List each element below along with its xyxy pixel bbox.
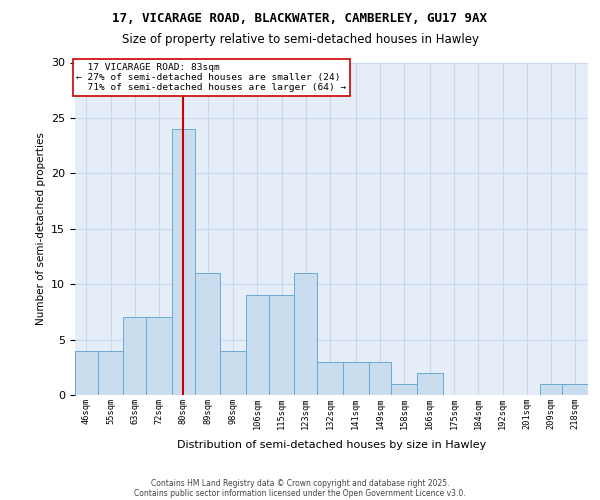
Bar <box>317 362 343 395</box>
Text: 17, VICARAGE ROAD, BLACKWATER, CAMBERLEY, GU17 9AX: 17, VICARAGE ROAD, BLACKWATER, CAMBERLEY… <box>113 12 487 26</box>
Bar <box>172 129 194 395</box>
X-axis label: Distribution of semi-detached houses by size in Hawley: Distribution of semi-detached houses by … <box>177 440 486 450</box>
Bar <box>539 384 562 395</box>
Text: Size of property relative to semi-detached houses in Hawley: Size of property relative to semi-detach… <box>121 32 479 46</box>
Bar <box>194 273 220 395</box>
Bar <box>562 384 588 395</box>
Text: Contains HM Land Registry data © Crown copyright and database right 2025.: Contains HM Land Registry data © Crown c… <box>151 478 449 488</box>
Bar <box>124 318 146 395</box>
Y-axis label: Number of semi-detached properties: Number of semi-detached properties <box>35 132 46 325</box>
Text: Contains public sector information licensed under the Open Government Licence v3: Contains public sector information licen… <box>134 488 466 498</box>
Bar <box>75 350 98 395</box>
Bar <box>343 362 368 395</box>
Bar <box>295 273 317 395</box>
Bar <box>368 362 391 395</box>
Bar <box>417 373 443 395</box>
Bar <box>146 318 172 395</box>
Bar <box>98 350 124 395</box>
Bar <box>246 295 269 395</box>
Bar <box>391 384 417 395</box>
Bar <box>269 295 295 395</box>
Bar <box>220 350 246 395</box>
Text: 17 VICARAGE ROAD: 83sqm
← 27% of semi-detached houses are smaller (24)
  71% of : 17 VICARAGE ROAD: 83sqm ← 27% of semi-de… <box>76 62 347 92</box>
